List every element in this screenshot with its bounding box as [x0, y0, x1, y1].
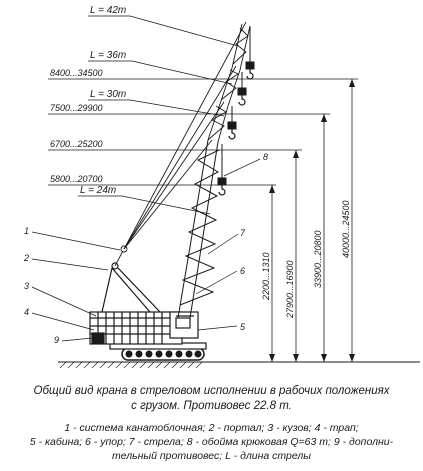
- crane-diagram: L = 42т L = 36т L = 30т L = 24т 8400...3…: [23, 5, 420, 369]
- legend-line: тельный противовес; L - длина стрелы: [111, 450, 312, 462]
- callout-number: 3: [24, 281, 29, 291]
- hook-range-label: 8400...34500: [50, 68, 103, 78]
- callout-number: 2: [23, 253, 29, 263]
- callout-number: 9: [54, 335, 59, 345]
- hook-block-24: [217, 144, 227, 196]
- callout-leaders: [31, 158, 261, 342]
- figure-caption: Общий вид крана в стреловом исполнении в…: [0, 384, 423, 414]
- hook-range-label: 7500...29900: [50, 103, 103, 113]
- callout-number: 7: [240, 228, 246, 238]
- hook-block-30: [227, 106, 237, 140]
- ground-hatch: [59, 361, 203, 369]
- caption-line: Общий вид крана в стреловом исполнении в…: [33, 385, 390, 397]
- caption-line: с грузом. Противовес 22.8 т.: [131, 400, 292, 412]
- hook-range-label: 5800...20700: [50, 174, 103, 184]
- hook-block-36: [237, 72, 247, 106]
- height-label: 27900...16900: [285, 260, 295, 319]
- height-dimension-lines: [271, 79, 353, 362]
- callout-number: 8: [263, 152, 268, 162]
- rope-system: [114, 21, 247, 267]
- height-label: 33900...20800: [313, 230, 323, 288]
- portal-frame: [101, 262, 161, 313]
- hook-block-42: [245, 26, 255, 80]
- hook-range-label: 6700...25200: [50, 139, 103, 149]
- boom-24: [177, 139, 220, 319]
- boom-length-label: L = 24т: [80, 185, 116, 196]
- crane-body: [89, 311, 207, 350]
- height-label: 2200...1310: [261, 252, 271, 301]
- callout-number: 5: [240, 322, 246, 332]
- boom-length-label: L = 36т: [90, 50, 126, 61]
- callout-number: 6: [240, 266, 245, 276]
- callout-number: 1: [24, 226, 29, 236]
- callout-number: 4: [24, 307, 29, 317]
- legend-line: 5 - кабина; 6 - упор; 7 - стрела; 8 - об…: [29, 436, 394, 448]
- crawler-tracks: [121, 347, 205, 361]
- boom-length-label: L = 30т: [90, 89, 126, 100]
- boom-36: [219, 67, 241, 107]
- boom-length-label: L = 42т: [90, 5, 126, 16]
- label-leaders: [48, 15, 358, 215]
- figure-legend: 1 - система канатоблочная; 2 - портал; 3…: [4, 421, 419, 463]
- legend-line: 1 - система канатоблочная; 2 - портал; 3…: [64, 422, 359, 434]
- boom-30: [207, 103, 229, 143]
- dimension-arrows: [269, 79, 355, 362]
- height-label: 40000...24500: [341, 200, 351, 258]
